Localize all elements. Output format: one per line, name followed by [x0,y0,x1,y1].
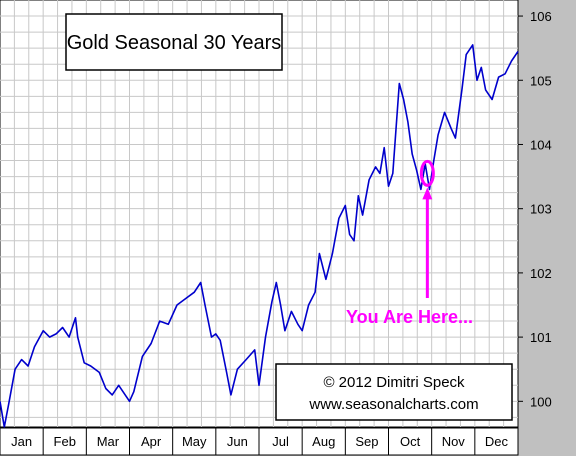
y-tick-label: 101 [530,330,552,345]
copyright-box [275,363,513,421]
copyright-author: © 2012 Dimitri Speck [323,374,465,391]
x-tick-label: Oct [400,434,421,449]
y-axis: 100 101 102 103 104 105 106 [518,9,552,409]
x-tick-label: Jun [227,434,248,449]
x-tick-label: Aug [312,434,335,449]
y-tick-label: 106 [530,9,552,24]
y-tick-label: 103 [530,202,552,217]
x-tick-label: Dec [485,434,509,449]
copyright-website: www.seasonalcharts.com [308,396,478,413]
chart-title: Gold Seasonal 30 Years [67,32,282,54]
you-are-here-label: You Are Here... [346,307,473,327]
x-tick-label: Sep [355,434,378,449]
x-tick-label: Feb [54,434,76,449]
series-line [0,44,519,428]
y-tick-label: 105 [530,73,552,88]
y-tick-label: 102 [530,266,552,281]
title-box [65,13,283,71]
series-group [0,44,519,428]
x-tick-label: May [182,434,207,449]
grid-lines [0,0,518,427]
arrow-head [422,187,433,200]
x-tick-label: Jan [11,434,32,449]
y-tick-label: 104 [530,137,552,152]
x-axis-months: Jan Feb Mar Apr May Jun Jul Aug Sep Oct Nov Dec [11,428,508,455]
x-tick-label: Nov [442,434,466,449]
y-tick-label: 100 [530,394,552,409]
position-marker [419,159,435,187]
x-tick-label: Mar [97,434,120,449]
you-are-here-annotation: You Are Here... [346,159,473,327]
x-tick-label: Jul [272,434,289,449]
x-tick-label: Apr [141,434,162,449]
